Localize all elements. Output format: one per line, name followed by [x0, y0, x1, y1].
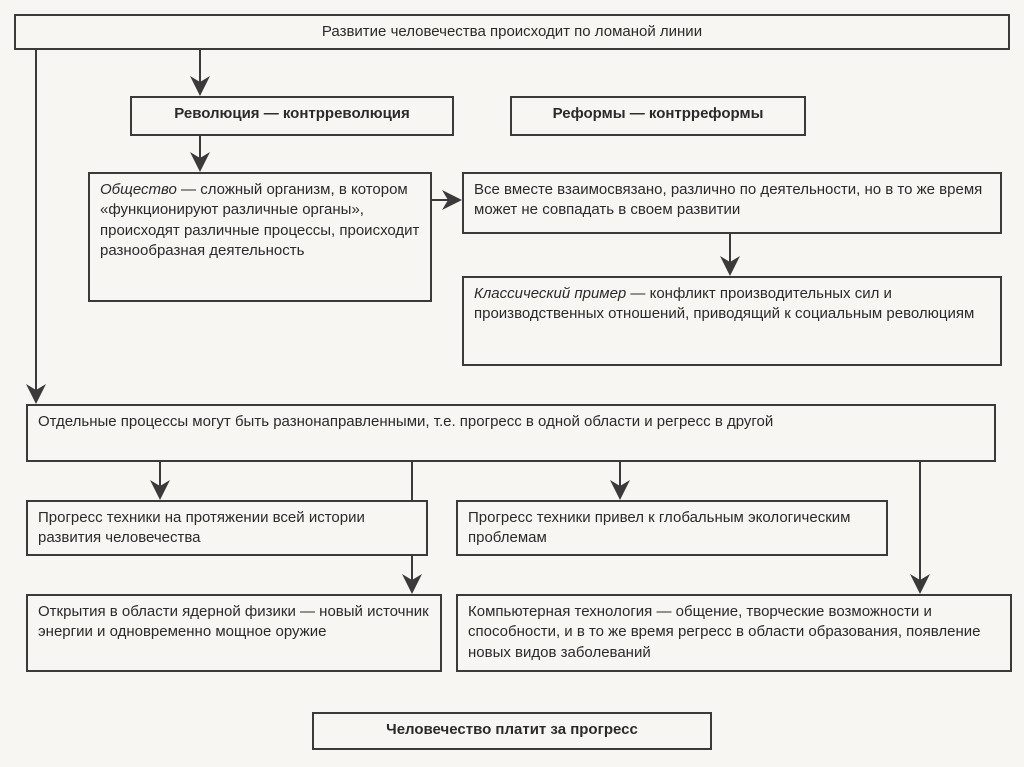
flowchart-canvas: Развитие человечества происходит по лома… [0, 0, 1024, 767]
node-society: Общество — сложный организм, в котором «… [88, 172, 432, 302]
node-progress-history: Прогресс техники на протяжении всей исто… [26, 500, 428, 556]
node-computer: Компьютерная технология — общение, творч… [456, 594, 1012, 672]
node-example: Классический пример — конфликт производи… [462, 276, 1002, 366]
node-conclusion: Человечество платит за прогресс [312, 712, 712, 750]
node-processes: Отдельные процессы могут быть разнонапра… [26, 404, 996, 462]
node-conclusion-text: Человечество платит за прогресс [386, 721, 638, 738]
node-nuclear: Открытия в области ядерной физики — но­в… [26, 594, 442, 672]
node-title: Развитие человечества происходит по лома… [14, 14, 1010, 50]
node-society-prefix: Общество [100, 181, 177, 198]
node-nuclear-text: Открытия в области ядерной физики — но­в… [38, 603, 429, 640]
node-progress-history-text: Прогресс техники на протяжении всей исто… [38, 509, 365, 546]
node-example-prefix: Классический пример [474, 285, 626, 302]
node-revolution-text: Революция — контрреволюция [174, 105, 410, 122]
node-reforms-text: Реформы — контрреформы [553, 105, 764, 122]
node-reforms: Реформы — контрреформы [510, 96, 806, 136]
node-progress-ecology: Прогресс техники привел к глобальным эко… [456, 500, 888, 556]
node-interrelated: Все вместе взаимосвязано, различно по де… [462, 172, 1002, 234]
node-progress-ecology-text: Прогресс техники привел к глобальным эко… [468, 509, 850, 546]
node-processes-text: Отдельные процессы могут быть разнонапра… [38, 413, 773, 430]
node-revolution: Революция — контрреволюция [130, 96, 454, 136]
node-title-text: Развитие человечества происходит по лома… [322, 23, 702, 40]
node-interrelated-text: Все вместе взаимосвязано, различно по де… [474, 181, 982, 218]
node-computer-text: Компьютерная технология — общение, творч… [468, 603, 980, 661]
